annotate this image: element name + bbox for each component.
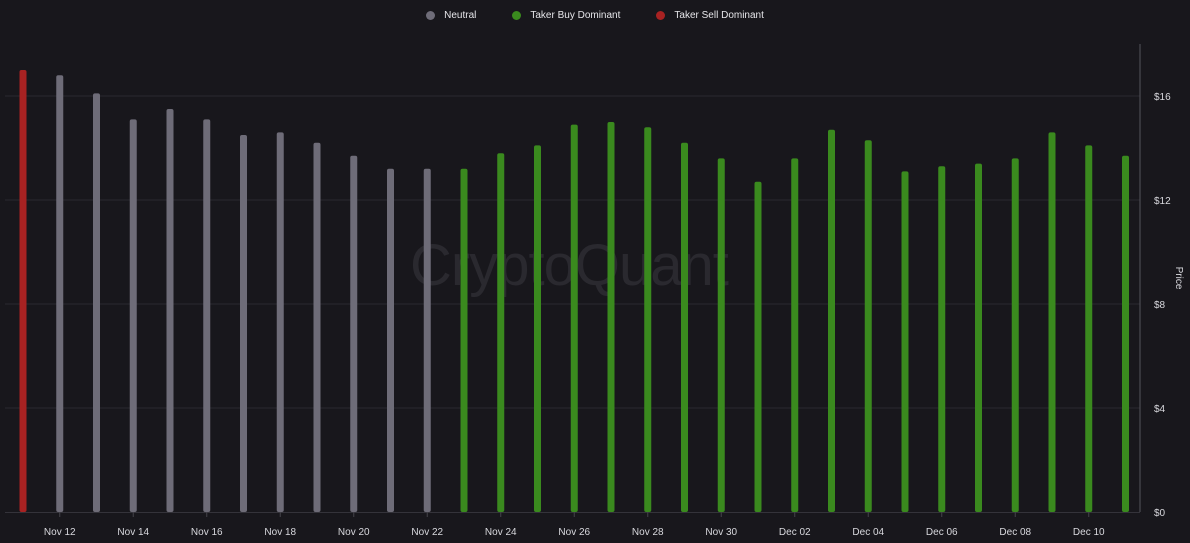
bar-neutral[interactable] <box>129 119 137 513</box>
x-tick-label: Nov 20 <box>338 527 370 538</box>
x-tick-label: Nov 18 <box>264 527 296 538</box>
bar-neutral[interactable] <box>276 132 284 512</box>
x-tick-label: Dec 10 <box>1073 527 1105 538</box>
bar-neutral[interactable] <box>313 142 321 513</box>
bar-neutral[interactable] <box>387 168 394 513</box>
x-tick-label: Nov 28 <box>632 527 664 538</box>
y-axis: $0 $4 $8 $12 $16 Price <box>1139 44 1184 519</box>
y-tick-label: $8 <box>1154 300 1166 311</box>
bar-buy[interactable] <box>497 153 505 512</box>
x-tick-label: Nov 30 <box>705 527 737 538</box>
bar-buy[interactable] <box>901 171 909 512</box>
legend-label-taker-sell: Taker Sell Dominant <box>674 10 764 21</box>
legend-label-neutral: Neutral <box>444 10 477 21</box>
bar-buy[interactable] <box>644 127 652 512</box>
x-axis: Nov 12 Nov 14 Nov 16 Nov 18 Nov 20 Nov 22 Nov … <box>5 512 1140 538</box>
x-tick-label: Nov 24 <box>485 527 517 538</box>
bar-buy[interactable] <box>717 158 725 512</box>
bar-buy[interactable] <box>828 129 835 513</box>
bar-buy[interactable] <box>938 166 946 512</box>
bar-neutral[interactable] <box>166 109 174 512</box>
x-tick-label: Nov 16 <box>191 527 223 538</box>
bar-neutral[interactable] <box>203 119 211 513</box>
bar-buy[interactable] <box>607 122 615 512</box>
x-tick-label: Nov 22 <box>411 527 443 538</box>
bar-buy[interactable] <box>975 163 982 512</box>
bar-buy[interactable] <box>570 124 578 512</box>
legend-item-neutral[interactable]: Neutral <box>426 10 476 21</box>
x-tick-label: Dec 08 <box>999 527 1031 538</box>
bars <box>19 70 1129 513</box>
legend-label-taker-buy: Taker Buy Dominant <box>530 10 621 21</box>
x-tick-label: Nov 26 <box>558 527 590 538</box>
bar-neutral[interactable] <box>423 168 431 513</box>
y-tick-label: $0 <box>1154 508 1166 519</box>
y-tick-label: $12 <box>1154 196 1171 207</box>
bar-buy[interactable] <box>1048 132 1056 512</box>
bar-sell[interactable] <box>19 70 27 512</box>
bar-neutral[interactable] <box>56 75 64 512</box>
bar-buy[interactable] <box>864 140 872 512</box>
legend-dot-neutral <box>426 11 436 20</box>
bar-buy[interactable] <box>791 158 799 512</box>
legend-item-taker-sell[interactable]: Taker Sell Dominant <box>656 10 764 21</box>
x-tick-label: Dec 04 <box>852 527 884 538</box>
bar-buy[interactable] <box>754 181 762 513</box>
bar-buy[interactable] <box>460 168 468 513</box>
legend: Neutral Taker Buy Dominant Taker Sell Do… <box>0 10 1190 21</box>
bar-neutral[interactable] <box>240 135 247 512</box>
x-tick-label: Nov 12 <box>44 527 76 538</box>
y-tick-label: $16 <box>1154 92 1171 103</box>
legend-dot-taker-sell <box>656 11 666 20</box>
x-tick-label: Nov 14 <box>117 527 149 538</box>
bar-buy[interactable] <box>1011 158 1019 512</box>
y-axis-title: Price <box>1173 267 1184 290</box>
y-tick-label: $4 <box>1154 404 1166 415</box>
bar-buy[interactable] <box>1085 145 1093 512</box>
x-tick-label: Dec 06 <box>926 527 958 538</box>
bar-neutral[interactable] <box>93 93 100 513</box>
legend-item-taker-buy[interactable]: Taker Buy Dominant <box>512 10 620 21</box>
bar-buy[interactable] <box>1122 155 1129 513</box>
bar-buy[interactable] <box>681 142 688 513</box>
bar-buy[interactable] <box>534 145 541 512</box>
bar-neutral[interactable] <box>350 155 358 513</box>
x-tick-label: Dec 02 <box>779 527 811 538</box>
legend-dot-taker-buy <box>512 11 522 20</box>
